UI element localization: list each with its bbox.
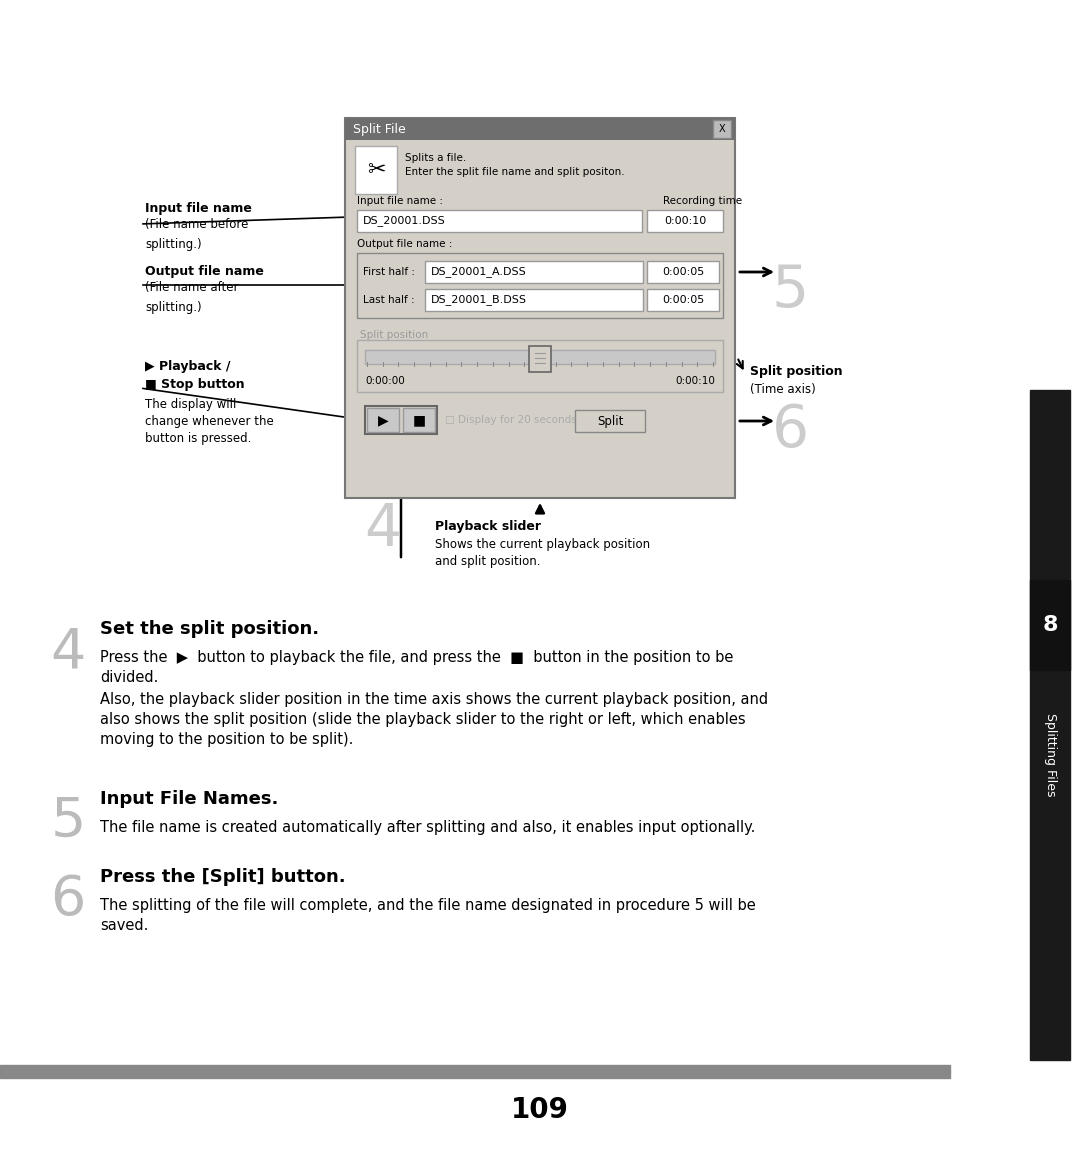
Text: Split position: Split position (360, 329, 429, 340)
Text: divided.: divided. (100, 670, 159, 686)
Text: saved.: saved. (100, 918, 148, 933)
Text: Shows the current playback position: Shows the current playback position (435, 538, 650, 551)
Text: 0:00:05: 0:00:05 (662, 267, 704, 277)
Text: Press the [Split] button.: Press the [Split] button. (100, 868, 346, 885)
Bar (367, 408, 399, 432)
Bar (365, 406, 437, 434)
Text: and split position.: and split position. (435, 555, 540, 568)
Text: 0:00:10: 0:00:10 (675, 376, 715, 386)
Text: The file name is created automatically after splitting and also, it enables inpu: The file name is created automatically a… (100, 820, 755, 835)
Text: Input file name: Input file name (145, 202, 252, 215)
Text: 6: 6 (771, 401, 809, 459)
Text: Split File: Split File (353, 123, 406, 135)
Text: (File name before: (File name before (145, 218, 248, 231)
Text: Enter the split file name and split positon.: Enter the split file name and split posi… (405, 166, 624, 177)
Text: ■: ■ (413, 413, 426, 427)
Text: splitting.): splitting.) (145, 238, 202, 251)
Bar (403, 408, 435, 432)
Text: First half :: First half : (363, 267, 415, 277)
Text: Playback slider: Playback slider (435, 520, 541, 533)
Bar (345, 118, 735, 140)
Text: DS_20001_A.DSS: DS_20001_A.DSS (431, 267, 527, 277)
Text: change whenever the: change whenever the (145, 415, 273, 428)
Bar (355, 146, 397, 194)
Text: The splitting of the file will complete, and the file name designated in procedu: The splitting of the file will complete,… (100, 898, 756, 913)
Text: The display will: The display will (145, 398, 237, 412)
Text: ■ Stop button: ■ Stop button (145, 378, 245, 391)
Text: (File name after: (File name after (145, 281, 239, 294)
Text: splitting.): splitting.) (145, 301, 202, 314)
Text: Output file name :: Output file name : (357, 239, 453, 249)
Text: 0:00:00: 0:00:00 (365, 376, 405, 386)
Text: 4: 4 (51, 625, 85, 679)
Bar (0, 1065, 950, 1079)
Text: Input File Names.: Input File Names. (100, 790, 279, 808)
Text: Splits a file.: Splits a file. (405, 153, 467, 163)
Text: Press the  ▶  button to playback the file, and press the  ■  button in the posit: Press the ▶ button to playback the file,… (100, 650, 733, 665)
Text: ▶: ▶ (378, 413, 389, 427)
Bar (647, 289, 719, 311)
Bar (426, 261, 643, 283)
Text: Last half :: Last half : (363, 295, 415, 305)
Bar (1030, 580, 1070, 670)
Text: 6: 6 (51, 873, 85, 927)
Bar (575, 410, 645, 432)
Text: X: X (718, 124, 726, 134)
Bar (365, 350, 715, 364)
Text: 4: 4 (364, 502, 402, 558)
Text: 0:00:05: 0:00:05 (662, 295, 704, 305)
Bar (345, 118, 735, 498)
Bar (357, 210, 642, 232)
Text: 8: 8 (1042, 615, 1057, 635)
Text: Split: Split (597, 415, 623, 428)
Bar (713, 120, 731, 138)
Text: ▶ Playback /: ▶ Playback / (145, 360, 230, 373)
Bar (1030, 390, 1070, 1060)
Text: DS_20001_B.DSS: DS_20001_B.DSS (431, 295, 527, 305)
Text: 5: 5 (51, 795, 85, 849)
Text: 109: 109 (511, 1096, 569, 1124)
Bar (357, 253, 723, 318)
Text: (Time axis): (Time axis) (750, 383, 815, 397)
Text: Input file name :: Input file name : (357, 197, 443, 206)
Text: Output file name: Output file name (145, 265, 264, 277)
Text: Split position: Split position (750, 365, 842, 378)
Text: moving to the position to be split).: moving to the position to be split). (100, 732, 353, 747)
Bar (529, 346, 551, 372)
Bar (647, 261, 719, 283)
Text: Set the split position.: Set the split position. (100, 620, 319, 638)
Text: 5: 5 (771, 261, 809, 319)
Text: ✂: ✂ (367, 160, 386, 180)
Bar (357, 340, 723, 392)
Text: 0:00:10: 0:00:10 (664, 216, 706, 227)
Text: Also, the playback slider position in the time axis shows the current playback p: Also, the playback slider position in th… (100, 692, 768, 707)
Bar (647, 210, 723, 232)
Text: DS_20001.DSS: DS_20001.DSS (363, 215, 446, 227)
Text: Splitting Files: Splitting Files (1043, 713, 1056, 796)
Text: also shows the split position (slide the playback slider to the right or left, w: also shows the split position (slide the… (100, 712, 745, 727)
Text: □ Display for 20 seconds: □ Display for 20 seconds (445, 415, 577, 425)
Bar (426, 289, 643, 311)
Text: button is pressed.: button is pressed. (145, 432, 252, 445)
Text: Recording time: Recording time (663, 197, 742, 206)
